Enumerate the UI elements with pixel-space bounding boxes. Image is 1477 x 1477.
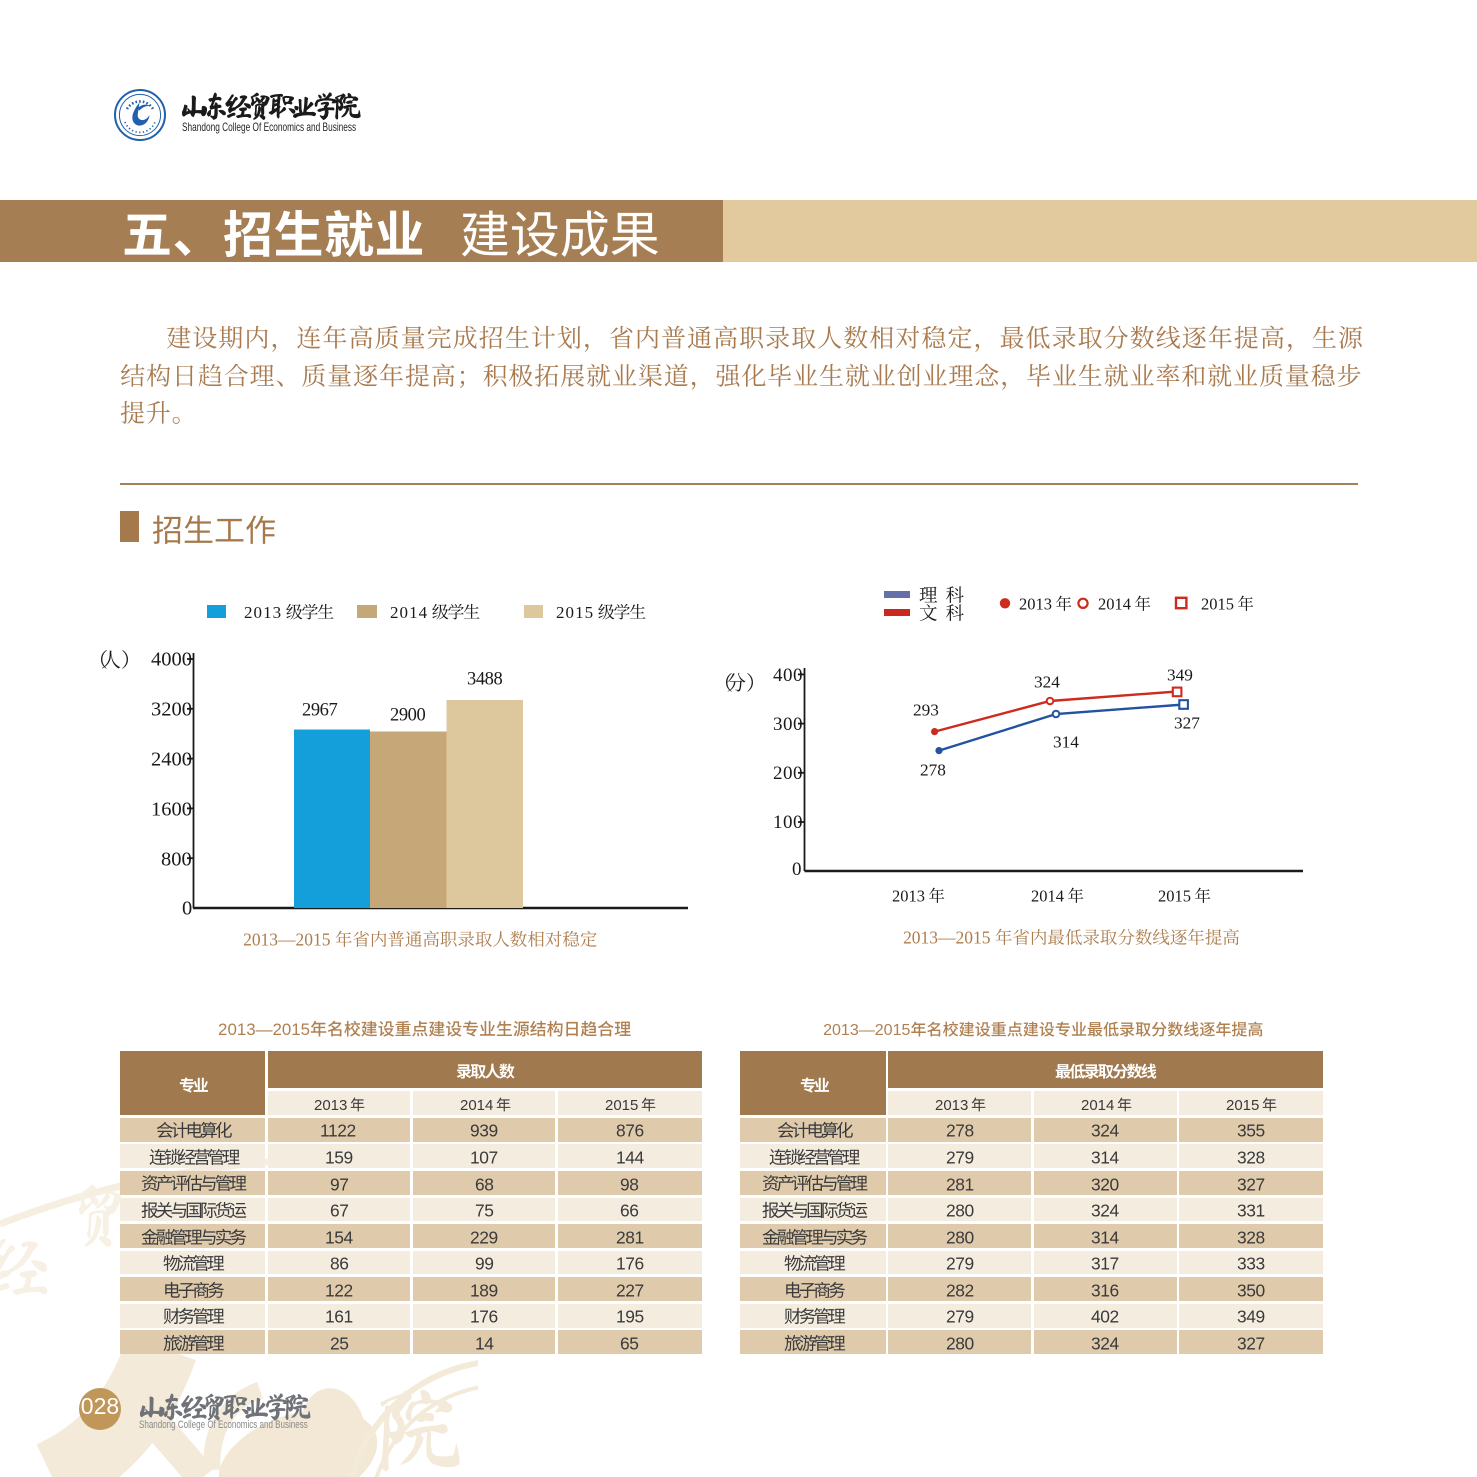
svg-text:327: 327 xyxy=(1174,713,1200,732)
svg-text:324: 324 xyxy=(1034,672,1060,691)
svg-text:2015: 2015 xyxy=(1158,887,1191,906)
svg-text:876: 876 xyxy=(616,1121,644,1141)
svg-text:327: 327 xyxy=(1237,1174,1265,1194)
svg-text:280: 280 xyxy=(946,1333,974,1353)
svg-text:98: 98 xyxy=(620,1174,639,1194)
svg-text:200: 200 xyxy=(773,763,803,784)
svg-text:320: 320 xyxy=(1091,1174,1119,1194)
svg-text:278: 278 xyxy=(946,1121,974,1141)
svg-text:107: 107 xyxy=(470,1147,498,1167)
svg-text:324: 324 xyxy=(1091,1200,1120,1220)
svg-text:2014: 2014 xyxy=(390,603,428,622)
svg-text:154: 154 xyxy=(325,1227,354,1247)
svg-text:2015: 2015 xyxy=(556,603,594,622)
svg-text:189: 189 xyxy=(470,1280,498,1300)
svg-text:314: 314 xyxy=(1053,732,1079,751)
svg-text:2967: 2967 xyxy=(302,700,338,720)
svg-text:2013—2015: 2013—2015 xyxy=(218,1020,310,1039)
svg-text:2013—2015: 2013—2015 xyxy=(903,927,991,947)
svg-text:97: 97 xyxy=(330,1174,349,1194)
svg-text:349: 349 xyxy=(1237,1307,1265,1327)
svg-text:100: 100 xyxy=(773,812,803,833)
svg-text:2013: 2013 xyxy=(892,887,925,906)
svg-text:2014: 2014 xyxy=(460,1097,493,1114)
svg-text:2013—2015: 2013—2015 xyxy=(823,1021,910,1039)
svg-text:75: 75 xyxy=(475,1200,494,1220)
svg-text:280: 280 xyxy=(946,1200,974,1220)
svg-text:2900: 2900 xyxy=(390,704,426,724)
svg-text:2014: 2014 xyxy=(1031,887,1064,906)
svg-text:176: 176 xyxy=(616,1254,644,1274)
svg-text:800: 800 xyxy=(161,848,192,870)
svg-text:281: 281 xyxy=(946,1174,974,1194)
svg-text:300: 300 xyxy=(773,714,803,735)
svg-text:314: 314 xyxy=(1091,1227,1120,1247)
svg-text:327: 327 xyxy=(1237,1333,1265,1353)
svg-text:99: 99 xyxy=(475,1254,494,1274)
svg-text:159: 159 xyxy=(325,1147,353,1167)
svg-text:2014: 2014 xyxy=(1098,595,1131,614)
svg-text:2013—2015: 2013—2015 xyxy=(243,930,331,950)
svg-text:2015: 2015 xyxy=(1201,595,1234,614)
svg-text:227: 227 xyxy=(616,1280,644,1300)
svg-text:279: 279 xyxy=(946,1254,974,1274)
svg-text:2400: 2400 xyxy=(151,748,192,770)
svg-text:279: 279 xyxy=(946,1147,974,1167)
svg-text:279: 279 xyxy=(946,1307,974,1327)
svg-text:2015: 2015 xyxy=(605,1097,638,1114)
svg-text:2013: 2013 xyxy=(935,1097,968,1114)
svg-text:4000: 4000 xyxy=(151,649,192,671)
svg-text:278: 278 xyxy=(920,760,946,779)
svg-text:324: 324 xyxy=(1091,1333,1120,1353)
svg-text:2013: 2013 xyxy=(314,1097,347,1114)
svg-text:66: 66 xyxy=(620,1200,639,1220)
svg-text:2013: 2013 xyxy=(244,603,282,622)
svg-text:65: 65 xyxy=(620,1333,639,1353)
svg-text:0: 0 xyxy=(792,859,802,880)
svg-text:1600: 1600 xyxy=(151,798,192,820)
svg-text:176: 176 xyxy=(470,1307,498,1327)
svg-text:144: 144 xyxy=(616,1147,645,1167)
svg-text:402: 402 xyxy=(1091,1307,1119,1327)
svg-text:2015: 2015 xyxy=(1226,1097,1259,1114)
svg-text:293: 293 xyxy=(913,700,939,719)
svg-text:331: 331 xyxy=(1237,1200,1265,1220)
svg-text:229: 229 xyxy=(470,1227,498,1247)
svg-text:349: 349 xyxy=(1167,665,1193,684)
svg-text:328: 328 xyxy=(1237,1147,1265,1167)
svg-text:2013: 2013 xyxy=(1019,595,1052,614)
svg-text:68: 68 xyxy=(475,1174,494,1194)
svg-text:280: 280 xyxy=(946,1227,974,1247)
svg-text:317: 317 xyxy=(1091,1254,1119,1274)
svg-text:67: 67 xyxy=(330,1200,349,1220)
svg-text:2014: 2014 xyxy=(1081,1097,1114,1114)
svg-text:14: 14 xyxy=(475,1333,494,1353)
svg-text:3200: 3200 xyxy=(151,699,192,721)
svg-text:86: 86 xyxy=(330,1254,349,1274)
svg-text:355: 355 xyxy=(1237,1121,1265,1141)
svg-text:328: 328 xyxy=(1237,1227,1265,1247)
svg-text:282: 282 xyxy=(946,1280,974,1300)
svg-text:333: 333 xyxy=(1237,1254,1265,1274)
svg-text:195: 195 xyxy=(616,1307,644,1327)
svg-text:939: 939 xyxy=(470,1121,498,1141)
svg-text:324: 324 xyxy=(1091,1121,1120,1141)
svg-text:281: 281 xyxy=(616,1227,644,1247)
svg-text:0: 0 xyxy=(182,898,192,920)
svg-text:161: 161 xyxy=(325,1307,353,1327)
svg-text:350: 350 xyxy=(1237,1280,1265,1300)
svg-text:3488: 3488 xyxy=(467,669,503,689)
svg-text:25: 25 xyxy=(330,1333,349,1353)
svg-text:314: 314 xyxy=(1091,1147,1120,1167)
svg-text:1122: 1122 xyxy=(320,1121,356,1141)
svg-text:122: 122 xyxy=(325,1280,353,1300)
svg-text:316: 316 xyxy=(1091,1280,1119,1300)
svg-text:400: 400 xyxy=(773,665,803,686)
